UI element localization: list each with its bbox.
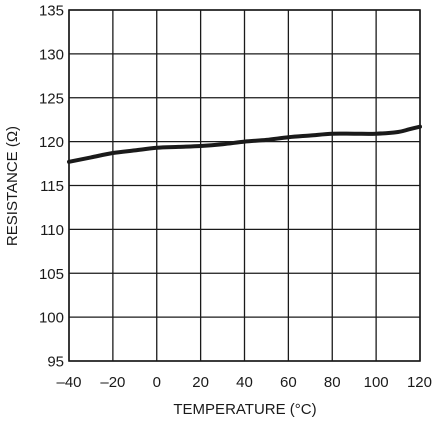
y-tick-label: 115	[40, 178, 64, 195]
x-tick-label: 40	[236, 374, 253, 391]
x-tick-labels: –40 –20 0 20 40 60 80 100 120	[56, 374, 432, 391]
y-tick-label: 135	[39, 3, 64, 20]
y-tick-label: 105	[39, 266, 64, 283]
x-tick-label: 20	[192, 374, 209, 391]
grid	[68, 9, 421, 362]
plot-area	[67, 124, 422, 164]
x-tick-label: 60	[280, 374, 297, 391]
y-tick-labels: 95 100 105 110 115 120 125 130 135	[39, 3, 64, 371]
x-tick-label: 0	[153, 374, 161, 391]
plot-border	[68, 9, 421, 362]
y-tick-label: 130	[39, 46, 64, 63]
y-tick-label: 120	[39, 134, 64, 151]
x-tick-label: –20	[100, 374, 125, 391]
x-tick-label: –40	[56, 374, 81, 391]
y-tick-label: 100	[39, 310, 64, 327]
series-line-0	[67, 124, 422, 164]
x-tick-label: 120	[407, 374, 432, 391]
x-axis-title: TEMPERATURE (°C)	[173, 401, 316, 418]
y-tick-label: 125	[39, 90, 64, 107]
y-axis-title: RESISTANCE (Ω)	[4, 126, 21, 246]
y-tick-label: 95	[47, 354, 64, 371]
y-tick-label: 110	[40, 222, 64, 239]
x-tick-label: 80	[324, 374, 341, 391]
plot-frame	[68, 9, 421, 362]
x-tick-label: 100	[364, 374, 389, 391]
